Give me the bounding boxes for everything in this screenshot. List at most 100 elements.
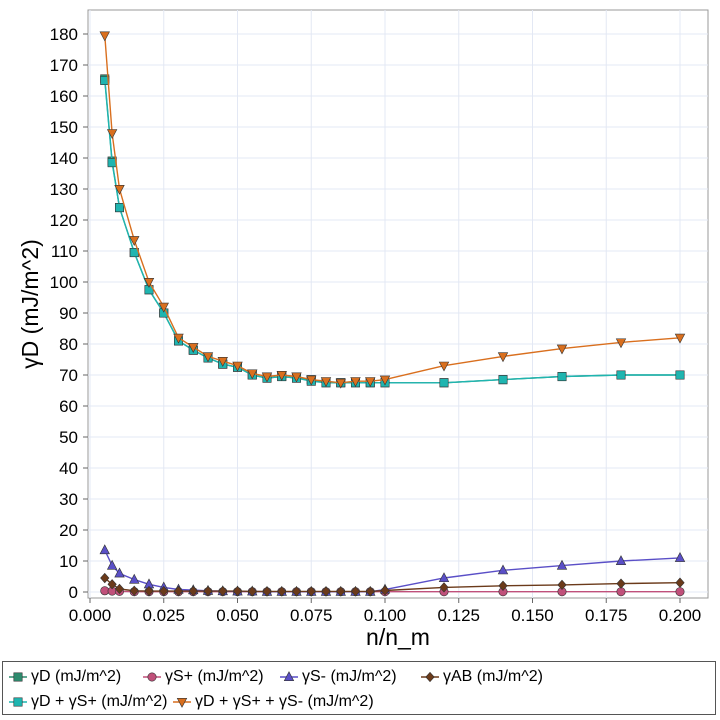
data-point [173,585,184,597]
data-point [556,344,568,355]
series-5 [99,31,686,389]
legend-item: γD (mJ/m^2) [9,665,121,689]
data-point [616,578,626,589]
legend-marker [13,697,23,707]
y-tick-label: 20 [59,521,78,540]
data-point [674,333,686,344]
data-point [320,377,332,388]
legend-swatch [280,671,298,681]
data-point [202,352,214,363]
data-point [557,372,567,382]
data-point [306,586,316,597]
data-point [143,277,155,288]
data-point [439,582,449,593]
data-point [114,185,125,195]
data-point [262,586,272,597]
plot-area [87,9,709,599]
x-tick-label: 0.050 [216,606,259,625]
series-layer [99,31,686,597]
data-point [114,583,125,595]
legend-marker [147,672,157,682]
data-point [276,370,287,381]
legend-swatch [173,697,191,708]
data-point [129,585,139,596]
y-tick-label: 40 [59,459,78,478]
data-point [114,567,125,578]
data-point [438,572,450,583]
data-point [247,586,257,597]
legend-label: γD + γS+ + γS- (mJ/m^2) [195,693,374,710]
data-point [106,129,118,140]
data-point [232,585,243,597]
data-point [336,586,346,597]
data-point [675,577,685,588]
data-point [106,559,118,570]
legend-label: γD (mJ/m^2) [31,668,122,685]
data-point [129,236,140,246]
data-point [379,375,391,386]
y-tick-label: 10 [59,552,78,571]
data-point [217,357,228,367]
y-tick-label: 70 [59,366,78,385]
y-tick-label: 150 [50,118,78,137]
x-tick-label: 0.000 [69,606,112,625]
legend-item: γD + γS+ (mJ/m^2) [9,690,167,714]
data-point [144,585,154,597]
data-point [380,585,390,596]
data-point [438,361,450,372]
grid [88,10,708,598]
data-point [306,375,317,386]
y-tick-label: 140 [50,149,78,168]
y-tick-label: 80 [59,335,78,354]
legend-swatch [9,672,27,682]
data-point [277,586,287,597]
y-tick-label: 130 [50,180,78,199]
legend-marker [283,671,295,681]
chart: 0.000 0.025 0.050 0.075 0.100 0.125 0.150 0.175… [17,9,709,650]
data-point [365,586,375,597]
legend-label: γS- (mJ/m^2) [302,668,397,685]
data-point [365,377,376,388]
data-point [556,559,568,570]
y-tick-label: 180 [50,25,78,44]
legend-marker [176,697,188,708]
series-3 [100,572,685,597]
data-point [291,372,302,383]
legend-label: γS+ (mJ/m^2) [165,668,264,685]
legend-marker [13,672,23,682]
y-tick-label: 160 [50,87,78,106]
data-point [557,579,567,591]
data-point [615,555,627,566]
data-point [321,586,331,597]
data-point [188,343,199,353]
data-point [291,586,302,597]
data-point [350,586,361,597]
y-tick-label: 170 [50,56,78,75]
data-point [350,377,361,388]
data-point [188,585,198,597]
legend-swatch [421,671,439,683]
legend-marker [425,671,435,683]
y-axis-title: γD (mJ/m^2) [17,239,43,369]
data-point [107,579,117,590]
data-point [497,564,509,575]
data-point [100,572,110,584]
series-line [104,35,681,384]
y-tick-label: 110 [51,242,78,261]
x-tick-label: 0.200 [659,606,702,625]
x-tick-label: 0.075 [290,606,333,625]
legend-label: γAB (mJ/m^2) [443,668,543,685]
data-point [674,552,686,562]
x-tick-label: 0.125 [437,606,480,625]
data-point [497,352,509,363]
y-tick-label: 0 [69,583,78,602]
data-point [218,585,228,597]
data-point [439,378,449,388]
x-tick-label: 0.175 [585,606,628,625]
data-point [99,544,110,555]
legend-item: γAB (mJ/m^2) [421,665,543,689]
data-point [115,203,125,213]
data-point [232,361,243,372]
legend-item: γD + γS+ + γS- (mJ/m^2) [173,690,374,714]
data-point [129,573,140,584]
